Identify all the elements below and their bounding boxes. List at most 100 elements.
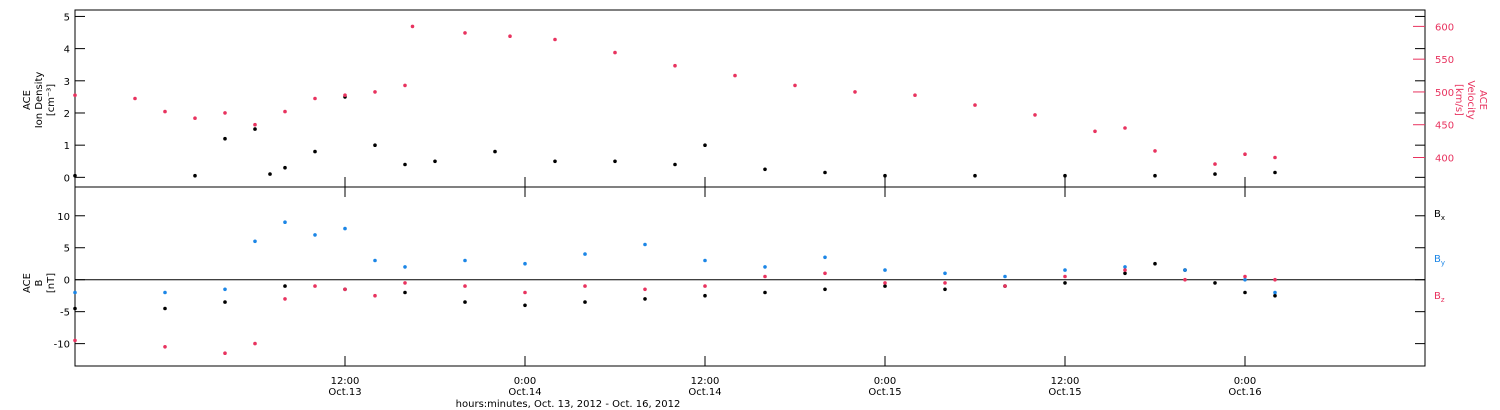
- bottom-series1-point: [1063, 268, 1067, 272]
- top-series0-point: [268, 172, 272, 176]
- top-right-tick-label: 500: [1435, 88, 1454, 99]
- x-tick-label-date: Oct.15: [1048, 387, 1081, 398]
- top-series1-point: [1153, 149, 1157, 153]
- top-series1-point: [463, 31, 467, 35]
- top-series1-point: [673, 63, 677, 68]
- bottom-series1-point: [943, 271, 947, 276]
- top-left-ylabel-line1: ACE: [22, 90, 33, 110]
- top-left-tick-label: 0: [64, 173, 70, 184]
- top-series1-point: [508, 34, 512, 38]
- top-series0-point: [553, 159, 557, 164]
- bottom-left-ylabel-line1: ACE: [22, 273, 33, 293]
- top-series0-point: [613, 159, 617, 164]
- bottom-series2-point: [1063, 274, 1067, 279]
- x-tick-label-date: Oct.14: [508, 387, 541, 398]
- top-series0-point: [883, 173, 887, 178]
- bottom-series2-point: [163, 345, 167, 349]
- top-series0-point: [403, 162, 407, 167]
- bottom-series2-point: [763, 274, 767, 279]
- bottom-series1-point: [223, 287, 227, 292]
- top-left-axis: 0 1 2 3 4 5: [64, 12, 1425, 184]
- top-series1-point: [853, 90, 857, 94]
- legend-by: By: [1434, 254, 1445, 267]
- bottom-series1-point: [163, 290, 167, 295]
- top-series1-point: [1273, 155, 1277, 160]
- top-series0-point: [193, 173, 197, 178]
- top-series0-point: [1153, 173, 1157, 178]
- bottom-panel-marks: [73, 220, 1425, 356]
- bottom-series2-point: [253, 341, 257, 346]
- bottom-series0-point: [1063, 281, 1067, 285]
- bottom-series1-point: [1003, 274, 1007, 279]
- bottom-series1-point: [73, 290, 77, 295]
- bottom-left-ylabel: ACE B [nT]: [22, 273, 57, 293]
- top-series1-point: [1093, 129, 1097, 134]
- bottom-series2-point: [223, 351, 227, 356]
- bottom-series1-point: [523, 261, 527, 266]
- top-series1-point: [73, 93, 77, 97]
- bottom-series2-point: [823, 271, 827, 276]
- top-series0-point: [73, 173, 77, 178]
- top-series0-point: [673, 162, 677, 167]
- top-series0-point: [433, 159, 437, 164]
- top-series1-point: [410, 24, 415, 29]
- legend-bz: Bz: [1434, 291, 1445, 304]
- legend-by-subscript: y: [1441, 259, 1445, 267]
- bottom-left-tick-label: 5: [64, 244, 70, 255]
- bottom-series2-point: [703, 284, 707, 288]
- x-axis-title: hours:minutes, Oct. 13, 2012 - Oct. 16, …: [456, 399, 681, 410]
- top-series1-point: [913, 93, 917, 97]
- top-left-ylabel: ACE Ion Density [cm⁻³]: [22, 72, 57, 129]
- top-series0-point: [493, 149, 497, 154]
- bottom-series2-point: [1183, 277, 1187, 282]
- bottom-series0-point: [763, 290, 767, 295]
- x-tick-label-time: 12:00: [331, 376, 360, 387]
- bottom-series2-point: [643, 287, 647, 292]
- bottom-series0-point: [883, 284, 887, 288]
- top-series1-point: [373, 90, 377, 94]
- top-series1-point: [733, 73, 737, 78]
- top-right-tick-label: 600: [1435, 22, 1454, 33]
- top-series1-point: [223, 111, 227, 115]
- x-tick-label-time: 12:00: [691, 376, 720, 387]
- bottom-series2-point: [523, 290, 527, 295]
- bottom-series1-point: [1273, 290, 1277, 295]
- bottom-series0-point: [1153, 261, 1157, 266]
- bottom-series2-point: [1003, 284, 1007, 288]
- bottom-left-ylabel-line2: B: [34, 279, 45, 286]
- top-left-tick-label: 2: [64, 109, 70, 120]
- top-series0-point: [763, 167, 767, 172]
- bottom-series2-point: [1243, 274, 1247, 279]
- bottom-series1-point: [253, 239, 257, 244]
- bottom-series1-point: [703, 258, 707, 263]
- top-series0-point: [703, 143, 707, 147]
- bottom-series1-point: [313, 233, 317, 237]
- bottom-series2-point: [313, 284, 317, 288]
- bottom-series2-point: [403, 281, 407, 285]
- top-series0-point: [283, 165, 287, 170]
- bottom-series1-point: [283, 220, 287, 224]
- top-left-tick-label: 3: [64, 77, 70, 88]
- legend-bz-subscript: z: [1441, 296, 1445, 304]
- top-series1-point: [133, 96, 137, 101]
- bottom-series0-point: [643, 297, 647, 301]
- top-series1-point: [553, 37, 557, 42]
- top-right-tick-label: 450: [1435, 121, 1454, 132]
- bottom-series2-point: [883, 281, 887, 285]
- bottom-series0-point: [163, 306, 167, 311]
- bottom-series1-point: [1243, 277, 1247, 282]
- top-series1-point: [1213, 162, 1217, 166]
- bottom-series2-point: [943, 281, 947, 285]
- top-left-tick-label: 5: [64, 12, 70, 23]
- top-series1-point: [343, 93, 347, 97]
- bottom-series0-point: [583, 300, 587, 304]
- bottom-left-ylabel-line3: [nT]: [46, 273, 57, 293]
- top-series0-point: [1213, 172, 1217, 176]
- top-right-axis: 400 450 500 550 600: [1413, 22, 1454, 165]
- x-tick-label-date: Oct.16: [1228, 387, 1261, 398]
- top-series1-point: [613, 50, 617, 55]
- bottom-series1-point: [883, 268, 887, 272]
- bottom-series1-point: [1183, 268, 1187, 272]
- x-tick-label-time: 0:00: [1234, 376, 1256, 387]
